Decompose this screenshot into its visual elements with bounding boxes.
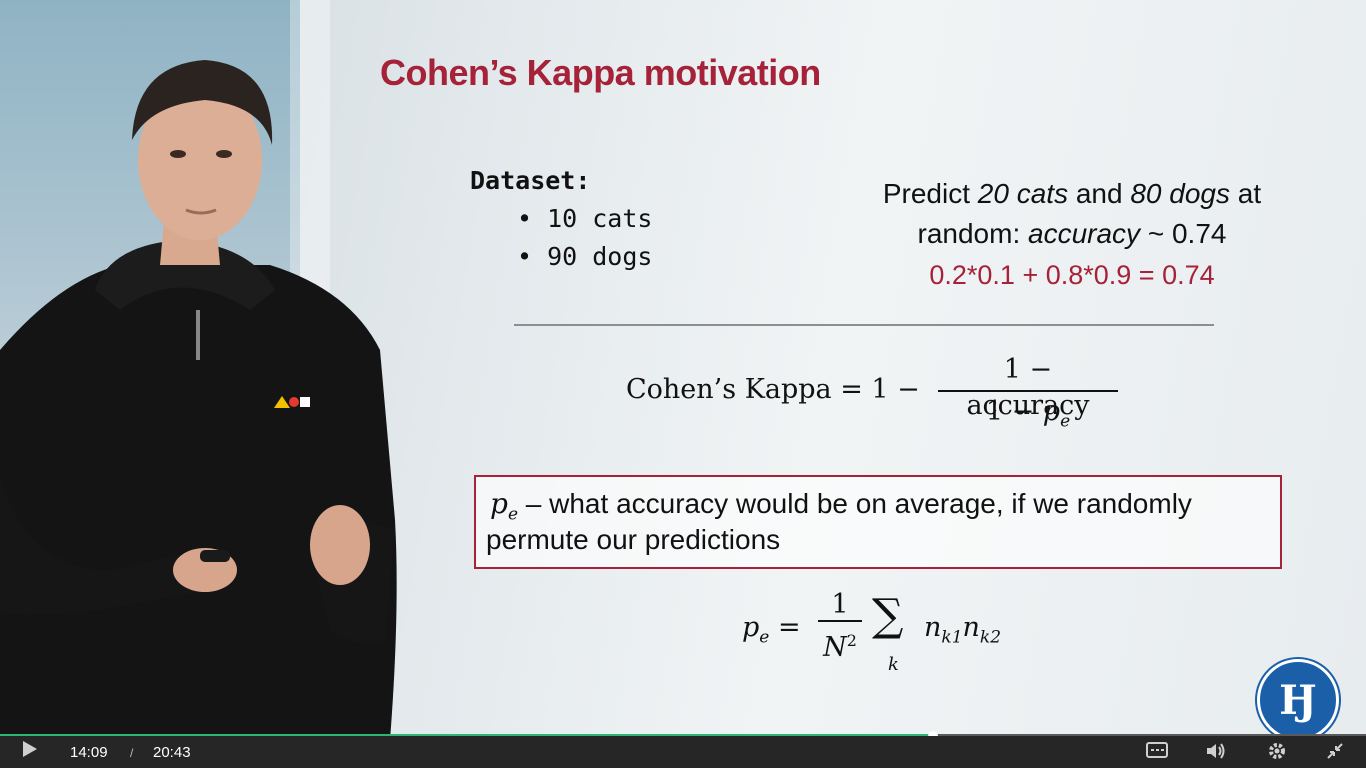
duration: 20:43	[153, 744, 191, 761]
definition-box: pe – what accuracy would be on average, …	[474, 475, 1282, 569]
definition-line-2: permute our predictions	[486, 524, 781, 555]
dataset-item-cats: • 10 cats	[517, 204, 653, 233]
volume-icon[interactable]	[1206, 742, 1226, 764]
kappa-lhs: Cohen’s Kappa = 1 −	[626, 374, 920, 405]
time-separator: /	[130, 746, 134, 760]
current-time: 14:09	[70, 744, 108, 761]
play-icon[interactable]	[22, 740, 38, 762]
slide-title: Cohen’s Kappa motivation	[380, 52, 821, 93]
dataset-item-dogs: • 90 dogs	[517, 242, 653, 271]
fullscreen-exit-icon[interactable]	[1326, 742, 1344, 764]
dataset-heading: Dataset:	[470, 166, 591, 195]
divider	[514, 324, 1214, 326]
university-logo: Ӈ	[1257, 659, 1339, 736]
player-controls: 14:09 / 20:43	[0, 736, 1366, 768]
subtitles-icon[interactable]	[1146, 742, 1168, 762]
accuracy-calculation: 0.2*0.1 + 0.8*0.9 = 0.74	[929, 260, 1215, 290]
predict-text: Predict 20 cats and 80 dogs at random: a…	[882, 178, 1262, 249]
settings-icon[interactable]	[1268, 742, 1286, 764]
presenter	[0, 60, 397, 736]
kappa-fraction: 1 − accuracy 1 − pe	[938, 352, 1118, 431]
definition-line-1: pe – what accuracy would be on average, …	[490, 487, 1192, 525]
video-frame[interactable]: Cohen’s Kappa motivation Dataset: • 10 c…	[0, 0, 1366, 736]
